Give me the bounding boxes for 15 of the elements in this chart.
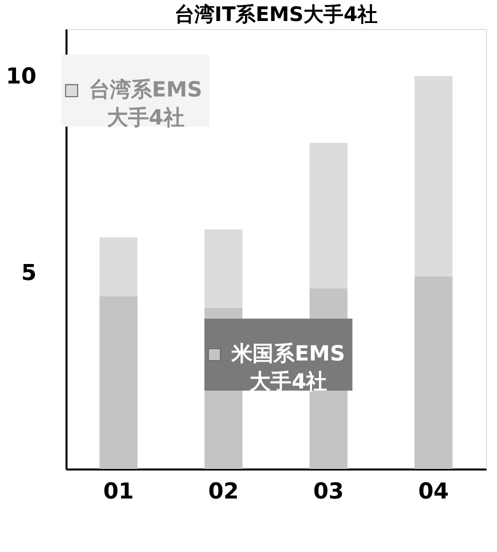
x-tick-label: 01 xyxy=(103,480,134,504)
bar xyxy=(204,229,242,308)
bar xyxy=(414,276,452,469)
bar xyxy=(100,296,138,469)
bar xyxy=(414,76,452,276)
y-tick-label: 10 xyxy=(6,64,36,90)
x-tick-label: 04 xyxy=(418,480,449,504)
y-tick-label: 5 xyxy=(21,261,36,286)
legend-label: 台湾系EMS 大手4社 xyxy=(88,78,202,130)
chart-title: 台湾IT系EMS大手4社 xyxy=(174,2,378,26)
bar xyxy=(310,142,348,288)
x-tick-label: 03 xyxy=(313,480,344,504)
x-tick-label: 02 xyxy=(208,480,239,504)
bar xyxy=(100,237,138,296)
legend-label: 米国系EMS 大手4社 xyxy=(230,342,346,394)
